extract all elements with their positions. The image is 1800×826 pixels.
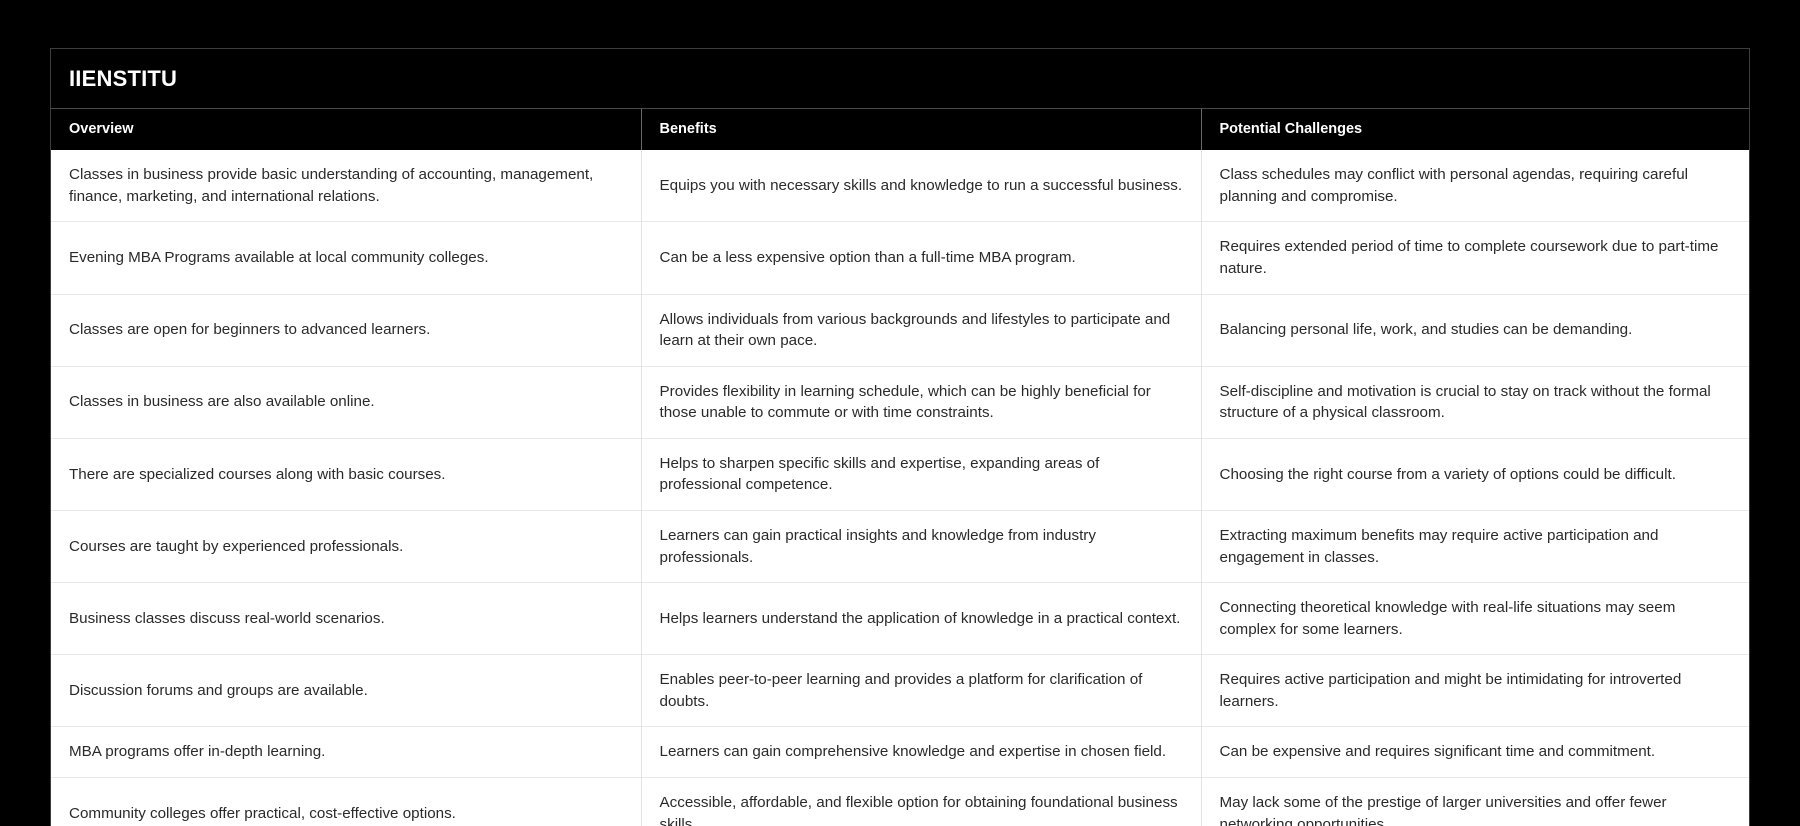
comparison-table: Overview Benefits Potential Challenges C… [51,109,1749,826]
cell-challenges: Choosing the right course from a variety… [1201,437,1749,511]
table-row: Discussion forums and groups are availab… [51,654,1749,727]
cell-benefits: Provides flexibility in learning schedul… [641,365,1202,439]
cell-benefits: Learners can gain comprehensive knowledg… [641,726,1202,778]
cell-challenges: Requires extended period of time to comp… [1201,221,1749,294]
table-header: Overview Benefits Potential Challenges [51,109,1749,151]
cell-challenges: Balancing personal life, work, and studi… [1201,293,1749,367]
brand-bar: IIENSTITU [51,49,1749,110]
table-header-row: Overview Benefits Potential Challenges [51,109,1749,151]
table-row: MBA programs offer in-depth learning. Le… [51,726,1749,778]
column-header-potential-challenges: Potential Challenges [1201,109,1749,151]
cell-benefits: Accessible, affordable, and flexible opt… [641,777,1202,826]
cell-overview: Business classes discuss real-world scen… [51,582,642,655]
cell-overview: Classes are open for beginners to advanc… [51,293,642,367]
table-row: Evening MBA Programs available at local … [51,221,1749,294]
cell-benefits: Can be a less expensive option than a fu… [641,221,1202,294]
table-row: There are specialized courses along with… [51,437,1749,511]
table-row: Classes are open for beginners to advanc… [51,293,1749,367]
cell-overview: Classes in business are also available o… [51,365,642,439]
table-row: Classes in business are also available o… [51,365,1749,439]
cell-challenges: Self-discipline and motivation is crucia… [1201,365,1749,439]
cell-challenges: May lack some of the prestige of larger … [1201,777,1749,826]
column-header-overview: Overview [51,109,642,151]
cell-challenges: Extracting maximum benefits may require … [1201,509,1749,583]
table-row: Classes in business provide basic unders… [51,150,1749,222]
cell-challenges: Can be expensive and requires significan… [1201,726,1749,778]
table-row: Community colleges offer practical, cost… [51,777,1749,826]
cell-overview: Discussion forums and groups are availab… [51,654,642,727]
cell-challenges: Connecting theoretical knowledge with re… [1201,582,1749,655]
column-header-benefits: Benefits [641,109,1202,151]
cell-challenges: Requires active participation and might … [1201,654,1749,727]
comparison-table-card: IIENSTITU Overview Benefits Potential Ch… [50,48,1750,826]
table-row: Business classes discuss real-world scen… [51,582,1749,655]
cell-benefits: Helps to sharpen specific skills and exp… [641,437,1202,511]
cell-challenges: Class schedules may conflict with person… [1201,150,1749,222]
cell-overview: MBA programs offer in-depth learning. [51,726,642,778]
cell-benefits: Allows individuals from various backgrou… [641,293,1202,367]
cell-overview: Evening MBA Programs available at local … [51,221,642,294]
cell-overview: There are specialized courses along with… [51,437,642,511]
cell-benefits: Learners can gain practical insights and… [641,509,1202,583]
cell-overview: Community colleges offer practical, cost… [51,777,642,826]
table-body: Classes in business provide basic unders… [51,150,1749,826]
cell-overview: Classes in business provide basic unders… [51,150,642,222]
cell-benefits: Enables peer-to-peer learning and provid… [641,654,1202,727]
table-row: Courses are taught by experienced profes… [51,509,1749,583]
cell-overview: Courses are taught by experienced profes… [51,509,642,583]
cell-benefits: Helps learners understand the applicatio… [641,582,1202,655]
cell-benefits: Equips you with necessary skills and kno… [641,150,1202,222]
brand-title: IIENSTITU [69,66,178,91]
